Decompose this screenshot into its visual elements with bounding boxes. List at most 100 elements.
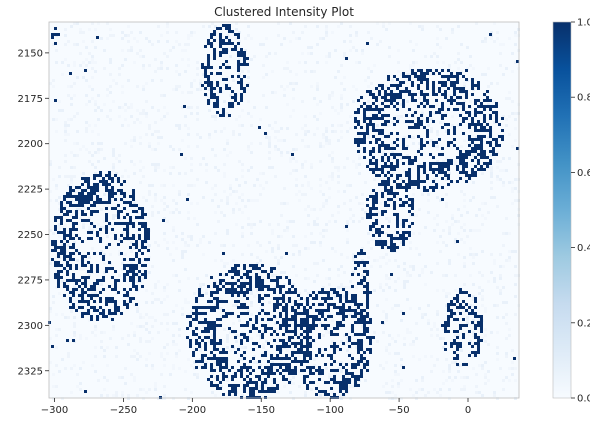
heatmap-cell	[277, 262, 280, 265]
heatmap-cell	[141, 285, 144, 288]
heatmap-cell	[205, 292, 208, 295]
heatmap-cell	[166, 31, 169, 34]
heatmap-cell	[448, 97, 451, 100]
heatmap-cell	[66, 192, 69, 195]
heatmap-cell	[141, 222, 144, 225]
heatmap-cell	[75, 222, 78, 225]
heatmap-cell	[246, 276, 249, 279]
heatmap-cell	[69, 267, 72, 270]
heatmap-cell	[352, 271, 355, 274]
heatmap-cell	[460, 61, 463, 64]
heatmap-cell	[337, 286, 340, 289]
heatmap-cell	[69, 279, 72, 282]
heatmap-cell	[433, 322, 436, 325]
heatmap-cell	[91, 97, 94, 100]
heatmap-cell	[105, 219, 108, 222]
heatmap-cell	[237, 273, 240, 276]
heatmap-cell	[363, 111, 366, 114]
heatmap-cell	[475, 136, 478, 139]
heatmap-cell	[120, 189, 123, 192]
heatmap-cell	[141, 273, 144, 276]
heatmap-cell	[325, 181, 328, 184]
heatmap-cell	[412, 136, 415, 139]
heatmap-cell	[243, 285, 246, 288]
heatmap-cell	[346, 286, 349, 289]
heatmap-cell	[396, 96, 399, 99]
heatmap-cell	[138, 216, 141, 219]
heatmap-cell	[81, 240, 84, 243]
heatmap-cell	[69, 189, 72, 192]
heatmap-cell	[313, 70, 316, 73]
heatmap-cell	[223, 274, 226, 277]
heatmap-cell	[213, 369, 216, 372]
heatmap-cell	[114, 174, 117, 177]
heatmap-cell	[343, 226, 346, 229]
heatmap-cell	[480, 135, 483, 138]
heatmap-cell	[313, 364, 316, 367]
heatmap-cell	[111, 195, 114, 198]
heatmap-cell	[357, 141, 360, 144]
heatmap-cell	[252, 396, 255, 399]
heatmap-cell	[219, 273, 222, 276]
heatmap-cell	[55, 286, 58, 289]
heatmap-cell	[262, 76, 265, 79]
heatmap-cell	[349, 199, 352, 202]
heatmap-cell	[54, 216, 57, 219]
heatmap-cell	[238, 73, 241, 76]
heatmap-cell	[121, 391, 124, 394]
heatmap-cell	[94, 28, 97, 31]
heatmap-cell	[505, 169, 508, 172]
heatmap-cell	[81, 261, 84, 264]
heatmap-cell	[105, 174, 108, 177]
heatmap-cell	[285, 363, 288, 366]
heatmap-cell	[429, 168, 432, 171]
heatmap-cell	[214, 166, 217, 169]
heatmap-cell	[201, 339, 204, 342]
heatmap-cell	[96, 234, 99, 237]
heatmap-cell	[226, 340, 229, 343]
heatmap-cell	[219, 342, 222, 345]
heatmap-cell	[223, 244, 226, 247]
heatmap-cell	[406, 274, 409, 277]
heatmap-cell	[477, 147, 480, 150]
heatmap-cell	[96, 231, 99, 234]
heatmap-cell	[60, 210, 63, 213]
heatmap-cell	[297, 294, 300, 297]
heatmap-cell	[181, 307, 184, 310]
heatmap-cell	[261, 384, 264, 387]
heatmap-cell	[210, 294, 213, 297]
heatmap-cell	[226, 337, 229, 340]
heatmap-cell	[432, 144, 435, 147]
heatmap-cell	[58, 229, 61, 232]
heatmap-cell	[253, 295, 256, 298]
heatmap-cell	[471, 81, 474, 84]
heatmap-cell	[195, 339, 198, 342]
heatmap-cell	[388, 217, 391, 220]
heatmap-cell	[382, 25, 385, 28]
heatmap-cell	[133, 37, 136, 40]
heatmap-cell	[64, 121, 67, 124]
heatmap-cell	[369, 93, 372, 96]
heatmap-cell	[243, 60, 246, 63]
heatmap-cell	[118, 274, 121, 277]
heatmap-cell	[283, 271, 286, 274]
heatmap-cell	[325, 142, 328, 145]
heatmap-cell	[148, 127, 151, 130]
heatmap-cell	[247, 145, 250, 148]
heatmap-cell	[157, 130, 160, 133]
heatmap-cell	[399, 153, 402, 156]
heatmap-cell	[232, 304, 235, 307]
heatmap-cell	[283, 292, 286, 295]
heatmap-cell	[96, 309, 99, 312]
heatmap-cell	[187, 58, 190, 61]
heatmap-cell	[417, 120, 420, 123]
heatmap-cell	[127, 25, 130, 28]
heatmap-cell	[240, 96, 243, 99]
heatmap-cell	[132, 285, 135, 288]
heatmap-cell	[222, 315, 225, 318]
heatmap-cell	[240, 288, 243, 291]
heatmap-cell	[423, 180, 426, 183]
heatmap-cell	[457, 334, 460, 337]
heatmap-cell	[195, 342, 198, 345]
heatmap-cell	[499, 367, 502, 370]
